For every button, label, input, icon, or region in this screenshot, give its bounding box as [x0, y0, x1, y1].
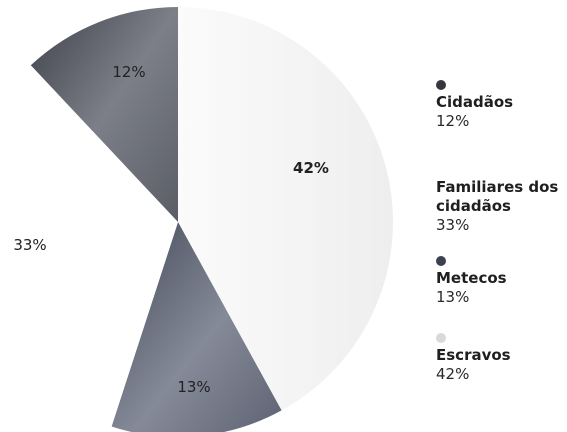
legend-value: 12%: [436, 112, 470, 130]
legend-label: Cidadãos: [436, 93, 514, 111]
legend-label: Escravos: [436, 346, 511, 364]
legend-dot-icon: [436, 333, 446, 343]
legend-label: Metecos: [436, 269, 507, 287]
slice-escravos: [178, 7, 393, 411]
legend-item-escravos: Escravos 42%: [436, 333, 511, 384]
legend-value: 33%: [436, 216, 470, 234]
slice-value-label: 42%: [293, 159, 329, 177]
legend-item-familiares: Familiares dos cidadãos 33%: [436, 178, 567, 235]
slice-cidadaos: [30, 6, 178, 222]
slice-value-label: 12%: [112, 63, 145, 81]
slice-value-label: 13%: [177, 378, 210, 396]
legend-value: 42%: [436, 365, 470, 383]
legend-item-metecos: Metecos 13%: [436, 256, 507, 307]
legend-dot-icon: [436, 80, 446, 90]
legend-item-cidadaos: Cidadãos 12%: [436, 80, 513, 131]
slice-familiares: [0, 65, 178, 427]
legend-dot-icon: [436, 256, 446, 266]
legend-value: 13%: [436, 288, 470, 306]
slice-value-label: 33%: [13, 236, 46, 254]
slice-metecos: [111, 222, 282, 432]
legend-label: Familiares dos cidadãos: [436, 178, 559, 215]
